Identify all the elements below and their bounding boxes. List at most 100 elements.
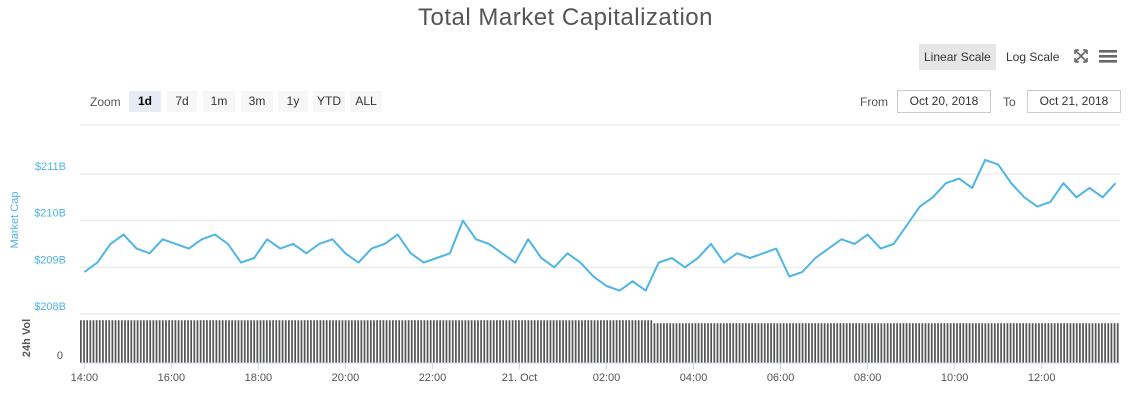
hamburger-menu-icon[interactable]: [1098, 46, 1118, 66]
volume-bar: [436, 320, 438, 363]
zoom-1m-button[interactable]: 1m: [203, 91, 235, 112]
volume-bar: [688, 323, 690, 363]
volume-bar: [700, 323, 703, 363]
volume-bar: [240, 320, 243, 363]
range-to-input[interactable]: Oct 21, 2018: [1027, 90, 1121, 113]
volume-bar: [959, 323, 961, 363]
volume-bar: [716, 323, 719, 363]
volume-bar: [845, 323, 848, 363]
volume-bar: [432, 320, 435, 363]
volume-bar: [704, 323, 706, 363]
volume-bar: [234, 320, 237, 363]
volume-bar: [631, 320, 634, 363]
volume-bar: [338, 320, 341, 363]
volume-bar: [1000, 323, 1002, 363]
log-scale-button[interactable]: Log Scale: [1006, 50, 1060, 64]
y-axis-title: Market Cap: [9, 192, 21, 249]
zoom-all-button[interactable]: ALL: [350, 91, 382, 112]
volume-bar: [486, 320, 489, 363]
volume-bar: [1034, 323, 1037, 363]
volume-bar: [1028, 323, 1031, 363]
volume-bar: [1053, 323, 1056, 363]
volume-bar: [1097, 323, 1100, 363]
volume-bar: [590, 320, 593, 363]
volume-bar: [767, 323, 769, 363]
volume-bar: [404, 320, 407, 363]
volume-bar: [272, 320, 274, 363]
zoom-ytd-button[interactable]: YTD: [313, 91, 345, 112]
volume-bar: [221, 320, 224, 363]
volume-bar: [215, 320, 218, 363]
volume-bar: [543, 320, 545, 363]
volume-bar: [867, 323, 870, 363]
volume-bar: [139, 320, 142, 363]
volume-bar: [133, 320, 136, 363]
volume-bar: [763, 323, 766, 363]
volume-bar: [785, 323, 788, 363]
zoom-7d-button[interactable]: 7d: [167, 91, 197, 112]
volume-bar: [111, 320, 114, 363]
x-tick-label: 06:00: [767, 372, 795, 384]
linear-scale-button[interactable]: Linear Scale: [919, 44, 996, 70]
volume-bar: [146, 320, 148, 363]
volume-bar: [930, 323, 933, 363]
volume-bar: [562, 320, 564, 363]
volume-bar: [943, 323, 946, 363]
volume-bar: [310, 320, 312, 363]
volume-bar: [669, 323, 672, 363]
volume-bar: [247, 320, 249, 363]
volume-bar: [817, 323, 820, 363]
volume-bar: [316, 320, 319, 363]
volume-bar: [533, 320, 536, 363]
volume-bar: [574, 320, 577, 363]
volume-bar: [127, 320, 129, 363]
volume-bar: [880, 323, 883, 363]
volume-bar: [1113, 323, 1116, 363]
volume-bar: [990, 323, 993, 363]
volume-bar: [836, 323, 839, 363]
volume-bar: [858, 323, 861, 363]
volume-bar: [193, 320, 196, 363]
volume-bar: [250, 320, 252, 363]
volume-bar: [637, 320, 640, 363]
volume-bar: [1104, 323, 1106, 363]
volume-bar: [826, 323, 829, 363]
volume-bar: [634, 320, 637, 363]
volume-bar: [559, 320, 561, 363]
volume-bar: [117, 320, 120, 363]
volume-bar: [798, 323, 801, 363]
zoom-1y-button[interactable]: 1y: [278, 91, 308, 112]
volume-bar: [1019, 323, 1021, 363]
volume-bar: [968, 323, 971, 363]
zoom-1d-button[interactable]: 1d: [129, 91, 161, 112]
volume-bar: [965, 323, 968, 363]
volume-bar: [319, 320, 322, 363]
volume-bar: [86, 320, 89, 363]
volume-bar: [228, 320, 230, 363]
fullscreen-icon[interactable]: [1071, 46, 1091, 66]
volume-bar: [1082, 323, 1084, 363]
volume-bar: [492, 320, 495, 363]
volume-bar: [848, 323, 851, 363]
volume-bar: [262, 320, 265, 363]
volume-bar: [908, 323, 911, 363]
volume-bar: [546, 320, 549, 363]
volume-bar: [407, 320, 410, 363]
volume-bar: [993, 323, 996, 363]
volume-bar: [470, 320, 473, 363]
volume-bar: [596, 320, 599, 363]
volume-bar: [357, 320, 360, 363]
x-tick-label: 16:00: [158, 372, 186, 384]
volume-bar: [738, 323, 741, 363]
volume-bar: [1012, 323, 1015, 363]
volume-bar: [530, 320, 533, 363]
volume-bar: [108, 320, 111, 363]
range-from-input[interactable]: Oct 20, 2018: [897, 90, 991, 113]
volume-bar: [281, 320, 284, 363]
volume-bar: [464, 320, 467, 363]
volume-bar: [726, 323, 728, 363]
range-from-label: From: [860, 95, 888, 109]
zoom-3m-button[interactable]: 3m: [241, 91, 273, 112]
volume-bar: [981, 323, 984, 363]
volume-bar: [776, 323, 779, 363]
